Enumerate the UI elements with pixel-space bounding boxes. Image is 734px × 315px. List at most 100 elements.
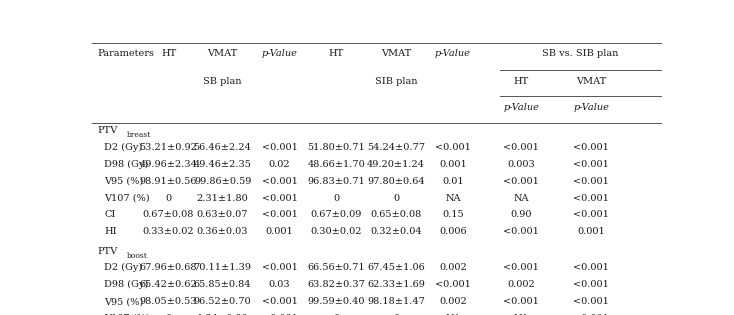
Text: <0.001: <0.001 — [573, 160, 609, 169]
Text: <0.001: <0.001 — [435, 143, 471, 152]
Text: <0.001: <0.001 — [573, 210, 609, 219]
Text: SIB plan: SIB plan — [375, 77, 418, 86]
Text: NA: NA — [446, 193, 461, 203]
Text: Parameters: Parameters — [98, 49, 154, 59]
Text: 96.52±0.70: 96.52±0.70 — [194, 297, 252, 306]
Text: 1.34±0.88: 1.34±0.88 — [197, 314, 248, 315]
Text: 98.91±0.56: 98.91±0.56 — [139, 177, 197, 186]
Text: 0.002: 0.002 — [439, 297, 467, 306]
Text: <0.001: <0.001 — [261, 314, 297, 315]
Text: 99.86±0.59: 99.86±0.59 — [194, 177, 251, 186]
Text: 51.80±0.71: 51.80±0.71 — [308, 143, 366, 152]
Text: <0.001: <0.001 — [573, 177, 609, 186]
Text: 48.66±1.70: 48.66±1.70 — [308, 160, 366, 169]
Text: 0.15: 0.15 — [442, 210, 464, 219]
Text: NA: NA — [514, 193, 529, 203]
Text: 0.65±0.08: 0.65±0.08 — [371, 210, 422, 219]
Text: 0: 0 — [165, 314, 172, 315]
Text: <0.001: <0.001 — [261, 263, 297, 272]
Text: HT: HT — [514, 77, 529, 86]
Text: VMAT: VMAT — [208, 49, 238, 59]
Text: boost: boost — [127, 252, 148, 260]
Text: p-Value: p-Value — [504, 103, 539, 112]
Text: 0.63±0.07: 0.63±0.07 — [197, 210, 248, 219]
Text: 0.002: 0.002 — [507, 280, 535, 289]
Text: VMAT: VMAT — [381, 49, 411, 59]
Text: V95 (%): V95 (%) — [104, 177, 144, 186]
Text: 53.21±0.92: 53.21±0.92 — [139, 143, 197, 152]
Text: 97.80±0.64: 97.80±0.64 — [367, 177, 425, 186]
Text: <0.001: <0.001 — [504, 227, 539, 236]
Text: V107 (%): V107 (%) — [104, 314, 150, 315]
Text: 49.20±1.24: 49.20±1.24 — [367, 160, 425, 169]
Text: 0.001: 0.001 — [578, 227, 605, 236]
Text: <0.001: <0.001 — [261, 193, 297, 203]
Text: 98.05±0.53: 98.05±0.53 — [139, 297, 197, 306]
Text: 0.03: 0.03 — [269, 280, 290, 289]
Text: 0: 0 — [393, 193, 399, 203]
Text: 49.46±2.35: 49.46±2.35 — [194, 160, 252, 169]
Text: 67.45±1.06: 67.45±1.06 — [367, 263, 425, 272]
Text: <0.001: <0.001 — [504, 177, 539, 186]
Text: <0.001: <0.001 — [504, 263, 539, 272]
Text: HT: HT — [329, 49, 344, 59]
Text: 0.006: 0.006 — [439, 227, 467, 236]
Text: 62.33±1.69: 62.33±1.69 — [367, 280, 425, 289]
Text: <0.001: <0.001 — [573, 143, 609, 152]
Text: PTV: PTV — [98, 247, 117, 255]
Text: 99.59±0.40: 99.59±0.40 — [308, 297, 365, 306]
Text: 98.18±1.47: 98.18±1.47 — [367, 297, 425, 306]
Text: 56.46±2.24: 56.46±2.24 — [194, 143, 252, 152]
Text: <0.001: <0.001 — [573, 297, 609, 306]
Text: HT: HT — [161, 49, 176, 59]
Text: V95 (%): V95 (%) — [104, 297, 144, 306]
Text: D98 (Gy): D98 (Gy) — [104, 160, 148, 169]
Text: p-Value: p-Value — [261, 49, 297, 59]
Text: 49.96±2.34: 49.96±2.34 — [139, 160, 197, 169]
Text: <0.001: <0.001 — [261, 297, 297, 306]
Text: 65.42±0.62: 65.42±0.62 — [139, 280, 197, 289]
Text: 0.002: 0.002 — [439, 263, 467, 272]
Text: NA: NA — [446, 314, 461, 315]
Text: SB plan: SB plan — [203, 77, 241, 86]
Text: 0.32±0.04: 0.32±0.04 — [370, 227, 422, 236]
Text: <0.001: <0.001 — [573, 314, 609, 315]
Text: 0.30±0.02: 0.30±0.02 — [310, 227, 362, 236]
Text: V107 (%): V107 (%) — [104, 193, 150, 203]
Text: 0.01: 0.01 — [442, 177, 464, 186]
Text: 66.56±0.71: 66.56±0.71 — [308, 263, 366, 272]
Text: 0.02: 0.02 — [269, 160, 290, 169]
Text: PTV: PTV — [98, 126, 117, 135]
Text: 63.82±0.37: 63.82±0.37 — [308, 280, 366, 289]
Text: 0.001: 0.001 — [266, 227, 294, 236]
Text: 54.24±0.77: 54.24±0.77 — [367, 143, 425, 152]
Text: <0.001: <0.001 — [573, 193, 609, 203]
Text: 0: 0 — [333, 314, 339, 315]
Text: D2 (Gy): D2 (Gy) — [104, 143, 142, 152]
Text: CI: CI — [104, 210, 116, 219]
Text: 96.83±0.71: 96.83±0.71 — [308, 177, 366, 186]
Text: 0: 0 — [393, 314, 399, 315]
Text: <0.001: <0.001 — [573, 280, 609, 289]
Text: 0: 0 — [333, 193, 339, 203]
Text: 67.96±0.68: 67.96±0.68 — [139, 263, 197, 272]
Text: <0.001: <0.001 — [504, 143, 539, 152]
Text: 0.36±0.03: 0.36±0.03 — [197, 227, 248, 236]
Text: D98 (Gy): D98 (Gy) — [104, 280, 148, 289]
Text: SB vs. SIB plan: SB vs. SIB plan — [542, 49, 619, 59]
Text: <0.001: <0.001 — [261, 177, 297, 186]
Text: <0.001: <0.001 — [261, 143, 297, 152]
Text: <0.001: <0.001 — [573, 263, 609, 272]
Text: 0.67±0.09: 0.67±0.09 — [310, 210, 362, 219]
Text: 0.90: 0.90 — [510, 210, 532, 219]
Text: <0.001: <0.001 — [261, 210, 297, 219]
Text: 70.11±1.39: 70.11±1.39 — [194, 263, 252, 272]
Text: VMAT: VMAT — [576, 77, 606, 86]
Text: 0: 0 — [165, 193, 172, 203]
Text: breast: breast — [127, 131, 151, 140]
Text: 0.003: 0.003 — [507, 160, 535, 169]
Text: 0.33±0.02: 0.33±0.02 — [142, 227, 195, 236]
Text: HI: HI — [104, 227, 117, 236]
Text: p-Value: p-Value — [573, 103, 609, 112]
Text: <0.001: <0.001 — [435, 280, 471, 289]
